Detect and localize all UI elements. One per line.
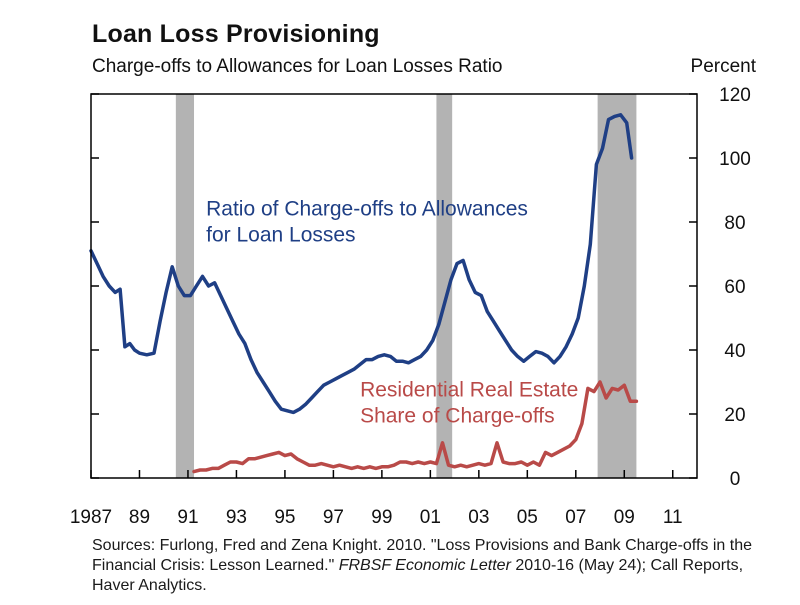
series-line-2 — [192, 380, 639, 474]
series-label-1: Ratio of Charge-offs to Allowances — [206, 198, 528, 221]
series-label-2: Share of Charge-offs — [360, 404, 555, 427]
x-tick-label: 07 — [565, 507, 586, 528]
source-citation: Sources: Furlong, Fred and Zena Knight. … — [92, 537, 752, 574]
x-tick-label: 95 — [274, 507, 295, 528]
x-tick-label: 09 — [614, 507, 635, 528]
x-tick-label: 1987 — [70, 507, 112, 528]
source-note: Sources: Furlong, Fred and Zena Knight. … — [92, 536, 752, 596]
y-tick-label: 40 — [724, 341, 745, 362]
x-tick-label: 01 — [420, 507, 441, 528]
series-label-2: Residential Real Estate — [360, 378, 578, 401]
y-tick-label: 20 — [724, 405, 745, 426]
recession-band-2 — [436, 94, 453, 478]
series-line-1 — [89, 113, 634, 415]
x-tick-label: 93 — [226, 507, 247, 528]
y-axis-unit-label: Percent — [690, 56, 756, 77]
x-tick-label: 99 — [371, 507, 392, 528]
source-journal: FRBSF Economic Letter — [338, 557, 511, 574]
chart-title: Loan Loss Provisioning — [92, 20, 380, 48]
y-tick-label: 60 — [724, 277, 745, 298]
x-tick-label: 97 — [323, 507, 344, 528]
source-tail: 2010-16 (May 24); Call Reports, Haver An… — [92, 557, 744, 594]
x-tick-label: 11 — [663, 507, 683, 528]
y-tick-label: 80 — [724, 213, 745, 234]
series-label-1: for Loan Losses — [206, 224, 355, 247]
chart-subtitle: Charge-offs to Allowances for Loan Losse… — [92, 56, 503, 77]
x-tick-label: 03 — [468, 507, 489, 528]
recession-band-1 — [175, 94, 195, 478]
y-tick-label: 120 — [719, 85, 751, 106]
x-tick-label: 91 — [177, 507, 198, 528]
x-tick-label: 89 — [129, 507, 150, 528]
y-tick-label: 0 — [730, 469, 741, 490]
x-tick-label: 05 — [517, 507, 538, 528]
y-tick-label: 100 — [719, 149, 751, 170]
